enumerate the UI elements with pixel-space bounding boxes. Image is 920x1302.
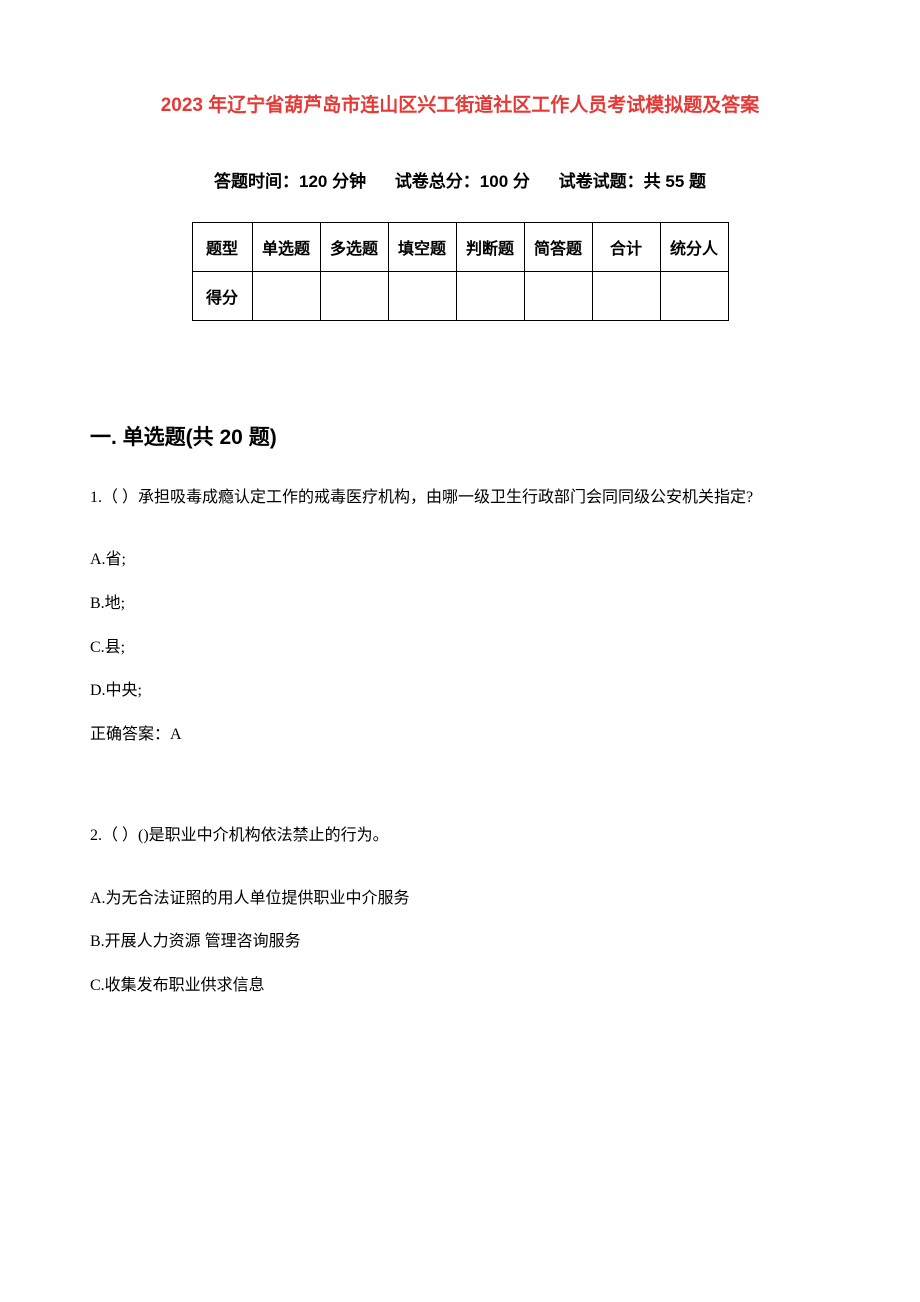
exam-time: 答题时间：120 分钟 [214, 172, 366, 191]
exam-count: 试卷试题：共 55 题 [559, 172, 706, 191]
question-block: 1.（ ）承担吸毒成瘾认定工作的戒毒医疗机构，由哪一级卫生行政部门会同同级公安机… [90, 479, 830, 747]
question-text: 1.（ ）承担吸毒成瘾认定工作的戒毒医疗机构，由哪一级卫生行政部门会同同级公安机… [90, 479, 830, 517]
option-b: B.开展人力资源 管理咨询服务 [90, 929, 830, 955]
option-d: D.中央; [90, 678, 830, 704]
exam-info-bar: 答题时间：120 分钟 试卷总分：100 分 试卷试题：共 55 题 [90, 167, 830, 192]
table-header-cell: 简答题 [524, 223, 592, 272]
table-empty-cell [456, 272, 524, 321]
section-heading: 一. 单选题(共 20 题) [90, 421, 830, 451]
question-text: 2.（ ）()是职业中介机构依法禁止的行为。 [90, 817, 830, 855]
table-empty-cell [388, 272, 456, 321]
exam-total: 试卷总分：100 分 [395, 172, 530, 191]
option-c: C.县; [90, 635, 830, 661]
table-empty-cell [660, 272, 728, 321]
table-header-cell: 判断题 [456, 223, 524, 272]
option-b: B.地; [90, 591, 830, 617]
table-empty-cell [524, 272, 592, 321]
option-a: A.为无合法证照的用人单位提供职业中介服务 [90, 886, 830, 912]
table-header-cell: 合计 [592, 223, 660, 272]
question-block: 2.（ ）()是职业中介机构依法禁止的行为。 A.为无合法证照的用人单位提供职业… [90, 817, 830, 998]
table-header-cell: 填空题 [388, 223, 456, 272]
document-title: 2023 年辽宁省葫芦岛市连山区兴工街道社区工作人员考试模拟题及答案 [90, 90, 830, 117]
table-header-cell: 多选题 [320, 223, 388, 272]
table-header-cell: 单选题 [252, 223, 320, 272]
table-empty-cell [320, 272, 388, 321]
option-c: C.收集发布职业供求信息 [90, 973, 830, 999]
table-header-row: 题型 单选题 多选题 填空题 判断题 简答题 合计 统分人 [192, 223, 728, 272]
table-score-row: 得分 [192, 272, 728, 321]
correct-answer: 正确答案：A [90, 722, 830, 748]
table-row-label: 得分 [192, 272, 252, 321]
score-table: 题型 单选题 多选题 填空题 判断题 简答题 合计 统分人 得分 [192, 222, 729, 321]
table-empty-cell [252, 272, 320, 321]
table-header-cell: 统分人 [660, 223, 728, 272]
table-header-cell: 题型 [192, 223, 252, 272]
table-empty-cell [592, 272, 660, 321]
option-a: A.省; [90, 547, 830, 573]
